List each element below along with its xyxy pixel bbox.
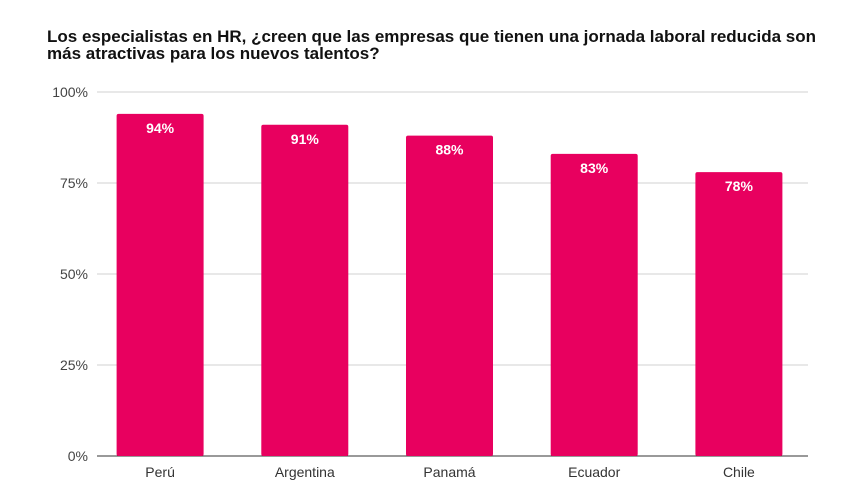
bar-ecuador	[550, 153, 638, 456]
data-label: 91%	[291, 131, 320, 147]
y-tick-label: 75%	[60, 175, 88, 191]
x-tick-label: Chile	[723, 464, 755, 480]
x-tick-label: Ecuador	[568, 464, 620, 480]
x-tick-label: Perú	[145, 464, 175, 480]
y-tick-label: 0%	[68, 448, 88, 464]
data-label: 88%	[435, 142, 464, 158]
bar-chile	[695, 172, 783, 456]
y-tick-label: 25%	[60, 357, 88, 373]
y-tick-label: 50%	[60, 266, 88, 282]
data-label: 83%	[580, 160, 609, 176]
bar-perú	[116, 113, 204, 456]
y-tick-label: 100%	[52, 84, 88, 100]
data-label: 78%	[725, 178, 754, 194]
bar-argentina	[261, 124, 349, 456]
chart-title: Los especialistas en HR, ¿creen que las …	[47, 27, 817, 63]
bar-panamá	[406, 135, 493, 456]
data-label: 94%	[146, 120, 175, 136]
x-tick-label: Panamá	[423, 464, 475, 480]
x-tick-label: Argentina	[275, 464, 335, 480]
